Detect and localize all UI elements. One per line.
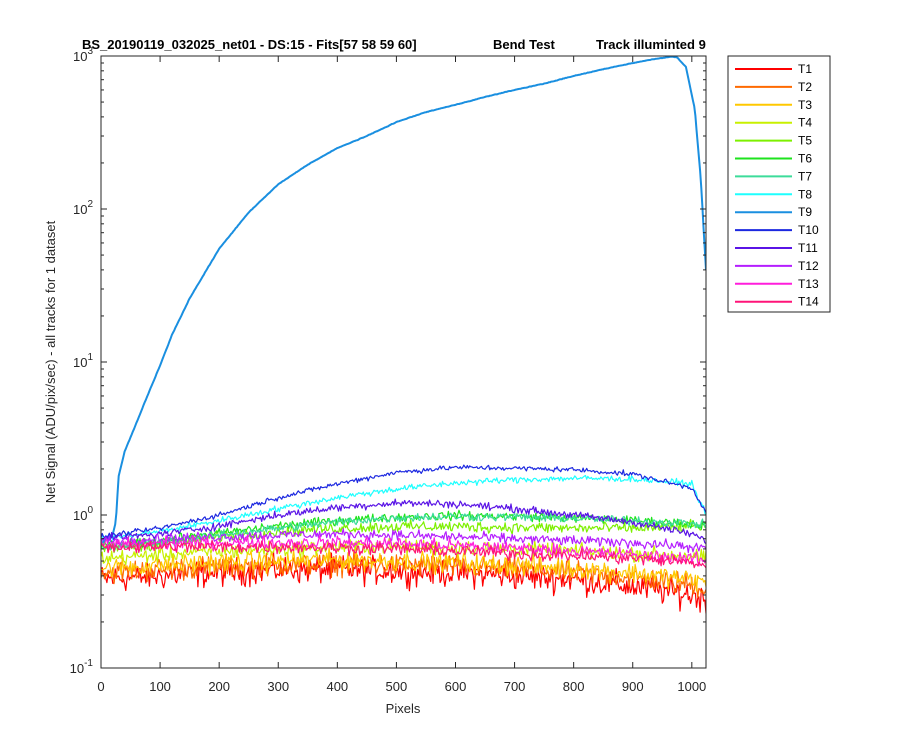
legend-label: T6 [798, 152, 812, 166]
x-axis-label: Pixels [386, 701, 421, 716]
x-tick-label: 100 [149, 679, 171, 694]
x-axis: 0 100 200 300 400 500 600 700 800 900 1000 [97, 56, 706, 694]
legend-label: T2 [798, 80, 812, 94]
legend-box [727, 55, 831, 313]
legend-label: T7 [798, 169, 812, 183]
y-tick-label: 10-1 [70, 658, 94, 676]
legend-label: T4 [798, 116, 812, 130]
series-layer [101, 56, 706, 614]
x-tick-label: 700 [504, 679, 526, 694]
legend-label: T10 [798, 223, 819, 237]
y-tick-label: 101 [73, 352, 93, 370]
series-line-t11 [101, 498, 706, 545]
y-tick-label: 102 [73, 199, 93, 217]
x-tick-label: 500 [386, 679, 408, 694]
legend-label: T3 [798, 98, 812, 112]
title-track: Track illuminted 9 [596, 37, 706, 52]
x-tick-label: 200 [208, 679, 230, 694]
series-line-t9 [101, 56, 706, 545]
series-line-t8 [101, 474, 706, 542]
x-tick-label: 1000 [677, 679, 706, 694]
chart-title: BS_20190119_032025_net01 - DS:15 - Fits[… [82, 37, 706, 52]
x-tick-label: 400 [326, 679, 348, 694]
series-line-t4 [101, 537, 706, 566]
title-dataset: BS_20190119_032025_net01 - DS:15 - Fits[… [82, 37, 417, 52]
legend-label: T9 [798, 205, 812, 219]
title-test: Bend Test [493, 37, 556, 52]
y-tick-label: 100 [73, 505, 93, 523]
legend-label: T1 [798, 62, 812, 76]
y-tick-label: 103 [73, 46, 93, 64]
x-tick-label: 300 [267, 679, 289, 694]
series-line-t13 [101, 534, 706, 567]
x-tick-label: 900 [622, 679, 644, 694]
x-tick-label: 600 [445, 679, 467, 694]
series-line-t2 [101, 549, 706, 599]
legend: T1 T2 T3 T4 T5 T6 T7 T8 T9 T10 T11 T12 T13 T14 [727, 55, 831, 313]
legend-label: T5 [798, 134, 812, 148]
x-tick-label: 800 [563, 679, 585, 694]
legend-label: T14 [798, 295, 819, 309]
legend-label: T8 [798, 187, 812, 201]
legend-label: T13 [798, 277, 819, 291]
series-line-t3 [101, 546, 706, 592]
legend-label: T11 [798, 241, 818, 255]
series-line-t14 [101, 539, 706, 569]
x-tick-label: 0 [97, 679, 104, 694]
y-axis-label: Net Signal (ADU/pix/sec) - all tracks fo… [43, 220, 58, 503]
y-axis: 10-1 100 101 102 103 [70, 46, 706, 676]
legend-label: T12 [798, 259, 819, 273]
series-line-t10 [101, 464, 706, 539]
